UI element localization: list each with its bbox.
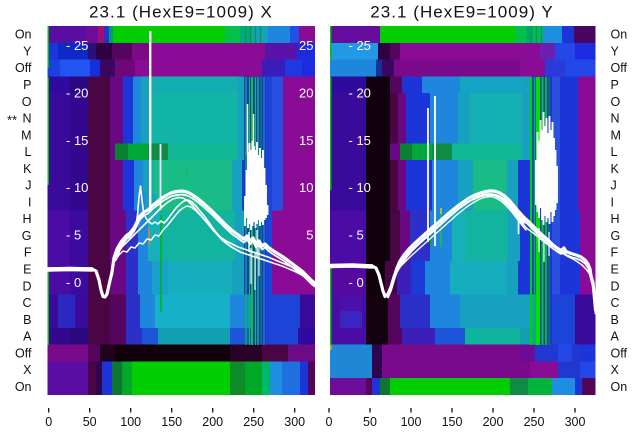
svg-text:250: 250 bbox=[524, 415, 545, 429]
svg-text:150: 150 bbox=[442, 415, 463, 429]
svg-text:0: 0 bbox=[326, 415, 333, 429]
svg-text:H: H bbox=[611, 212, 620, 226]
svg-text:- 10: - 10 bbox=[349, 180, 371, 195]
svg-text:M: M bbox=[611, 128, 621, 142]
svg-text:I: I bbox=[28, 195, 31, 209]
svg-text:- 0: - 0 bbox=[66, 275, 81, 290]
svg-text:Off: Off bbox=[611, 61, 628, 75]
svg-text:25: 25 bbox=[299, 38, 313, 53]
svg-text:X: X bbox=[611, 363, 620, 377]
svg-text:N: N bbox=[611, 112, 620, 126]
svg-text:Off: Off bbox=[15, 346, 32, 360]
svg-text:L: L bbox=[25, 145, 32, 159]
svg-text:- 15: - 15 bbox=[349, 133, 371, 148]
svg-text:Y: Y bbox=[23, 45, 32, 59]
svg-text:- 10: - 10 bbox=[66, 180, 88, 195]
svg-text:K: K bbox=[611, 162, 620, 176]
svg-text:J: J bbox=[611, 179, 617, 193]
svg-text:O: O bbox=[611, 95, 621, 109]
svg-text:Off: Off bbox=[15, 61, 32, 75]
svg-text:Y: Y bbox=[611, 45, 620, 59]
svg-text:On: On bbox=[15, 28, 32, 42]
svg-text:On: On bbox=[15, 380, 32, 394]
svg-text:15: 15 bbox=[299, 133, 313, 148]
svg-text:10: 10 bbox=[299, 180, 313, 195]
svg-text:I: I bbox=[611, 195, 614, 209]
svg-text:- 5: - 5 bbox=[66, 228, 81, 243]
svg-text:G: G bbox=[611, 229, 621, 243]
svg-text:100: 100 bbox=[401, 415, 422, 429]
svg-text:C: C bbox=[22, 296, 31, 310]
svg-text:P: P bbox=[23, 78, 31, 92]
svg-text:J: J bbox=[25, 179, 31, 193]
svg-text:O: O bbox=[22, 95, 32, 109]
svg-text:D: D bbox=[611, 279, 620, 293]
svg-text:On: On bbox=[611, 380, 628, 394]
svg-text:C: C bbox=[611, 296, 620, 310]
svg-text:**: ** bbox=[7, 112, 17, 127]
svg-text:G: G bbox=[22, 229, 32, 243]
svg-text:300: 300 bbox=[284, 415, 305, 429]
svg-text:D: D bbox=[22, 279, 31, 293]
svg-text:P: P bbox=[611, 78, 619, 92]
svg-text:- 25: - 25 bbox=[349, 38, 371, 53]
svg-text:50: 50 bbox=[83, 415, 97, 429]
svg-text:E: E bbox=[611, 263, 619, 277]
svg-text:- 15: - 15 bbox=[66, 133, 88, 148]
svg-text:5: 5 bbox=[306, 228, 313, 243]
svg-text:- 25: - 25 bbox=[66, 38, 88, 53]
svg-text:K: K bbox=[23, 162, 32, 176]
svg-text:X: X bbox=[23, 363, 32, 377]
svg-text:200: 200 bbox=[202, 415, 223, 429]
svg-text:- 5: - 5 bbox=[349, 228, 364, 243]
svg-text:M: M bbox=[21, 128, 31, 142]
svg-text:250: 250 bbox=[243, 415, 264, 429]
svg-text:0: 0 bbox=[45, 415, 52, 429]
svg-text:H: H bbox=[22, 212, 31, 226]
svg-text:A: A bbox=[611, 330, 620, 344]
svg-text:N: N bbox=[22, 112, 31, 126]
svg-text:A: A bbox=[23, 330, 32, 344]
svg-text:23.1 (HexE9=1009) X: 23.1 (HexE9=1009) X bbox=[89, 3, 273, 22]
svg-text:On: On bbox=[611, 28, 628, 42]
svg-text:B: B bbox=[23, 313, 31, 327]
svg-text:L: L bbox=[611, 145, 618, 159]
svg-text:20: 20 bbox=[299, 85, 313, 100]
svg-text:150: 150 bbox=[161, 415, 182, 429]
svg-text:50: 50 bbox=[363, 415, 377, 429]
svg-text:300: 300 bbox=[565, 415, 586, 429]
svg-text:Off: Off bbox=[611, 346, 628, 360]
svg-text:E: E bbox=[23, 263, 31, 277]
svg-text:B: B bbox=[611, 313, 619, 327]
svg-text:23.1 (HexE9=1009) Y: 23.1 (HexE9=1009) Y bbox=[370, 3, 554, 22]
svg-text:- 20: - 20 bbox=[66, 85, 88, 100]
svg-text:F: F bbox=[611, 246, 619, 260]
svg-text:- 20: - 20 bbox=[349, 85, 371, 100]
svg-text:- 0: - 0 bbox=[349, 275, 364, 290]
svg-text:200: 200 bbox=[483, 415, 504, 429]
svg-text:F: F bbox=[24, 246, 32, 260]
svg-text:100: 100 bbox=[120, 415, 141, 429]
